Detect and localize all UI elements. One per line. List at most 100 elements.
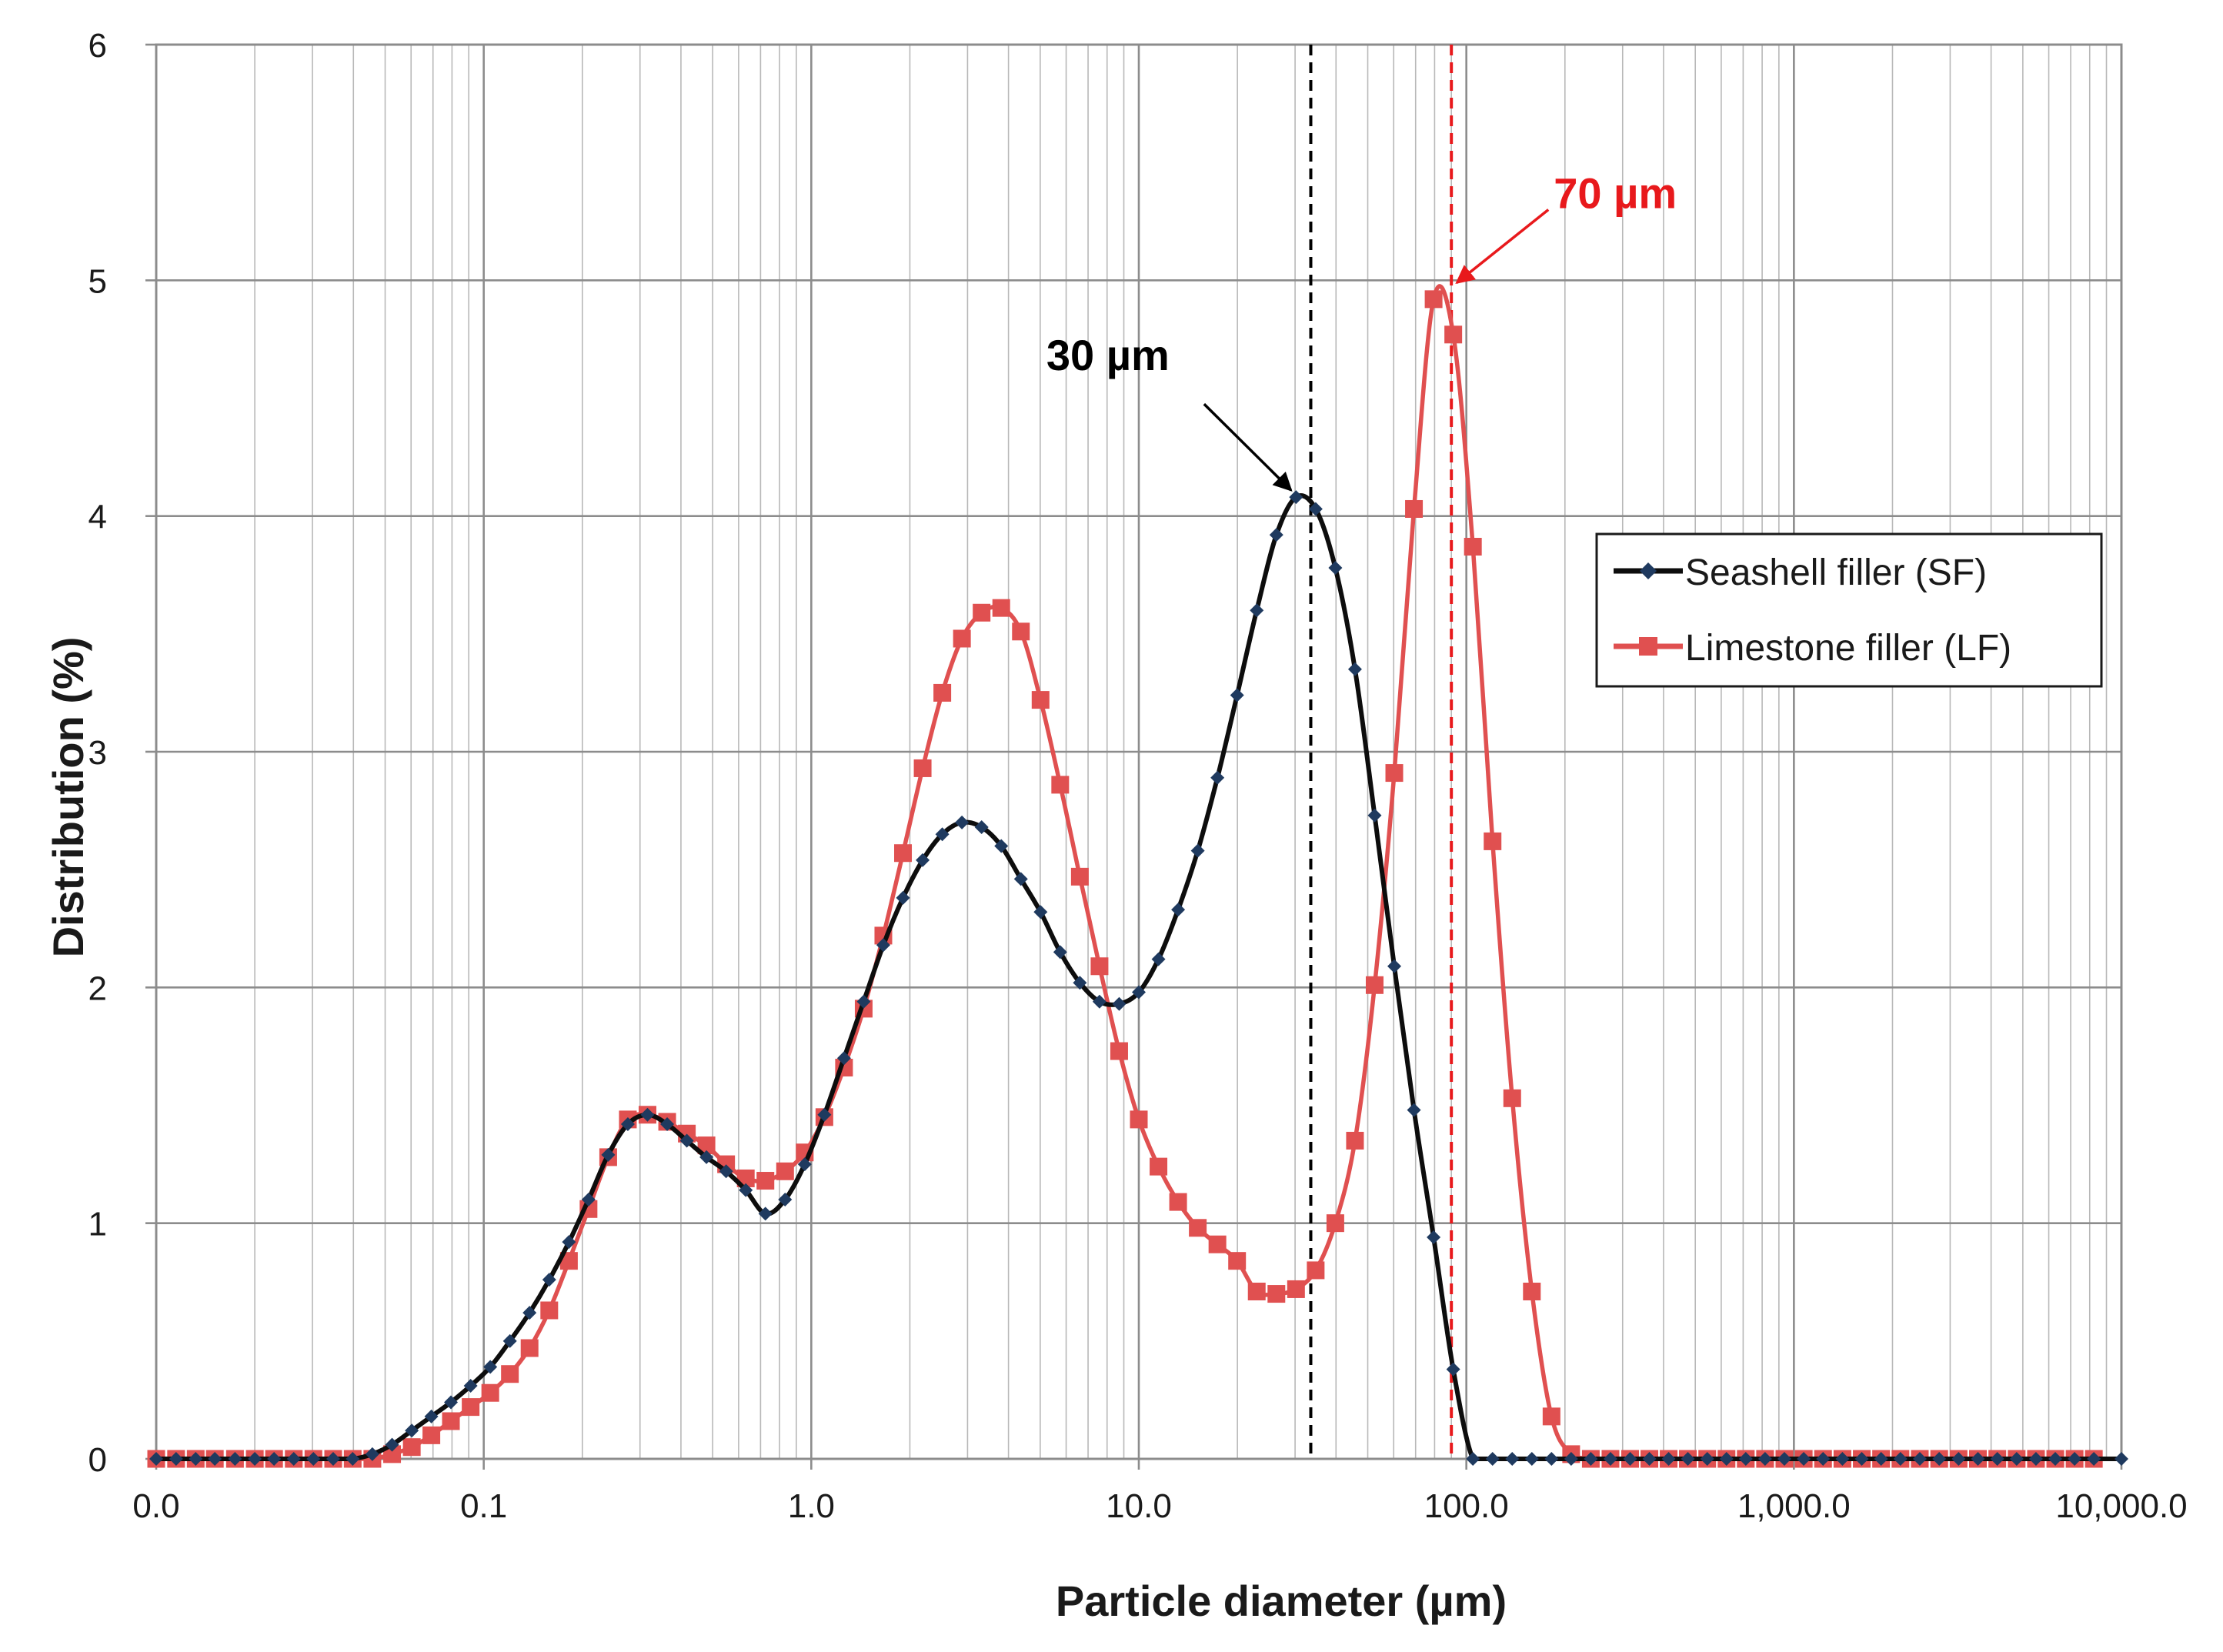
annotation-30um-arrow xyxy=(1203,402,1293,492)
x-tick-label: 10.0 xyxy=(1106,1487,1172,1525)
sf-data-point xyxy=(228,1452,242,1466)
sf-data-point xyxy=(345,1452,360,1466)
lf-data-point xyxy=(1307,1261,1325,1280)
lf-data-point xyxy=(559,1252,578,1270)
sf-data-point xyxy=(1874,1452,1888,1466)
lf-data-point xyxy=(1484,832,1502,850)
sf-data-point xyxy=(1407,1103,1421,1117)
sf-data-point xyxy=(620,1117,635,1132)
sf-data-point xyxy=(994,839,1009,853)
sf-data-point xyxy=(1719,1452,1734,1466)
lf-data-point xyxy=(422,1426,441,1444)
sf-data-point xyxy=(1797,1452,1811,1466)
sf-data-point xyxy=(797,1157,812,1172)
lf-data-point xyxy=(501,1365,519,1383)
lf-data-point xyxy=(1247,1283,1266,1301)
x-axis-title: Particle diameter (µm) xyxy=(1056,1577,1507,1625)
y-tick-label: 4 xyxy=(88,499,107,536)
lf-data-point xyxy=(894,844,913,863)
sf-data-point xyxy=(522,1306,537,1320)
lf-data-point xyxy=(1208,1235,1227,1253)
x-tick-label: 0.0 xyxy=(132,1487,179,1525)
sf-data-point xyxy=(267,1452,282,1466)
lf-data-point xyxy=(1326,1214,1344,1233)
lf-data-point xyxy=(1365,976,1384,994)
x-tick-label: 10,000.0 xyxy=(2055,1487,2187,1525)
sf-data-point xyxy=(326,1452,341,1466)
sf-data-point xyxy=(463,1379,478,1393)
sf-data-point xyxy=(739,1183,753,1197)
sf-data-point xyxy=(2068,1452,2082,1466)
sf-data-point xyxy=(1661,1452,1676,1466)
sf-data-point xyxy=(1013,872,1028,886)
sf-data-point xyxy=(1816,1452,1831,1466)
lf-data-point xyxy=(913,759,932,777)
lf-data-point xyxy=(1110,1042,1128,1060)
lf-data-point xyxy=(1503,1089,1521,1107)
annotation-30um-label: 30 µm xyxy=(1046,331,1170,379)
lf-data-point xyxy=(973,603,991,622)
sf-data-point xyxy=(974,820,989,835)
y-tick-label: 2 xyxy=(88,970,107,1007)
sf-data-point xyxy=(562,1235,576,1250)
sf-data-point xyxy=(1387,959,1402,973)
sf-data-point xyxy=(679,1133,694,1148)
sf-data-point xyxy=(483,1360,498,1374)
sf-data-point xyxy=(1190,843,1205,858)
sf-data-point xyxy=(660,1117,675,1132)
sf-data-point xyxy=(1151,952,1166,966)
annotation-70um-arrow xyxy=(1455,209,1550,284)
sf-data-point xyxy=(935,827,950,842)
sf-data-point xyxy=(2009,1452,2024,1466)
sf-data-point xyxy=(856,994,871,1009)
lf-data-point xyxy=(992,599,1010,617)
sf-data-point xyxy=(208,1452,222,1466)
lf-data-point xyxy=(1228,1252,1247,1270)
sf-data-point xyxy=(1485,1452,1500,1466)
sf-data-point xyxy=(719,1164,733,1179)
y-axis-title: Distribution (%) xyxy=(44,637,92,958)
lf-data-point xyxy=(1267,1285,1286,1303)
lf-data-point xyxy=(1523,1283,1541,1301)
sf-data-point xyxy=(1446,1362,1460,1377)
sf-data-point xyxy=(601,1147,616,1162)
sf-data-point xyxy=(1347,662,1362,676)
sf-data-point xyxy=(1171,903,1186,917)
annotations: 30 µm 70 µm xyxy=(1046,169,1677,492)
sf-data-point xyxy=(189,1452,203,1466)
sf-data-point xyxy=(758,1206,773,1221)
legend-sf-label: Seashell filler (SF) xyxy=(1685,552,1987,593)
sf-data-point xyxy=(1564,1452,1578,1466)
lf-data-point xyxy=(1150,1157,1168,1176)
sf-data-point xyxy=(876,938,890,953)
series-seashell-filler xyxy=(149,490,2128,1466)
series-layer xyxy=(147,284,2128,1468)
sf-data-point xyxy=(1505,1452,1520,1466)
sf-data-point xyxy=(916,853,930,867)
sf-data-point xyxy=(2048,1452,2063,1466)
series-limestone-filler xyxy=(147,284,2103,1468)
legend: Seashell filler (SF) Limestone filler (L… xyxy=(1595,532,2103,688)
sf-data-point xyxy=(1835,1452,1850,1466)
sf-data-point xyxy=(1990,1452,2004,1466)
sf-data-point xyxy=(778,1193,793,1207)
sf-data-point xyxy=(385,1437,399,1452)
y-axis-ticks: 0 1 2 3 4 5 6 xyxy=(88,27,156,1479)
sf-data-point xyxy=(955,815,970,829)
lf-data-point xyxy=(1051,776,1070,794)
sf-data-point xyxy=(1367,808,1382,823)
lf-data-point xyxy=(697,1136,716,1155)
lf-data-point xyxy=(540,1301,559,1320)
sf-data-point xyxy=(1427,1230,1441,1245)
sf-data-point xyxy=(365,1447,379,1461)
lf-data-point xyxy=(1012,622,1030,641)
sf-data-point xyxy=(248,1452,262,1466)
sf-data-point xyxy=(1092,994,1106,1009)
lf-data-point xyxy=(442,1412,460,1430)
lf-data-point xyxy=(1542,1407,1560,1426)
sf-data-point xyxy=(1112,996,1127,1011)
lf-data-point xyxy=(1169,1193,1187,1211)
y-tick-label: 6 xyxy=(88,27,107,65)
sf-data-point xyxy=(502,1333,517,1348)
